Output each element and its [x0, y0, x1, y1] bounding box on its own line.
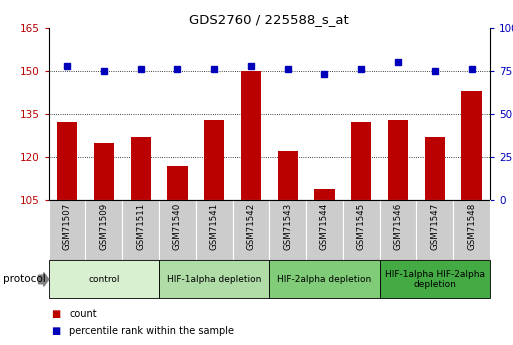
Bar — [278, 151, 298, 200]
Text: GSM71545: GSM71545 — [357, 203, 366, 250]
Bar — [57, 122, 77, 200]
Bar — [49, 260, 159, 298]
Text: control: control — [88, 275, 120, 284]
Text: HIF-2alpha depletion: HIF-2alpha depletion — [278, 275, 371, 284]
Bar — [86, 200, 122, 260]
Text: GSM71540: GSM71540 — [173, 203, 182, 250]
Text: ■: ■ — [51, 309, 61, 319]
Bar — [196, 200, 232, 260]
Text: count: count — [69, 309, 97, 319]
Bar — [380, 260, 490, 298]
Text: HIF-1alpha HIF-2alpha
depletion: HIF-1alpha HIF-2alpha depletion — [385, 270, 485, 289]
Text: percentile rank within the sample: percentile rank within the sample — [69, 326, 234, 336]
Bar — [269, 260, 380, 298]
Bar — [343, 200, 380, 260]
Bar — [130, 137, 151, 200]
Bar — [269, 200, 306, 260]
Text: GSM71547: GSM71547 — [430, 203, 439, 250]
Bar — [167, 166, 188, 200]
Text: ■: ■ — [51, 326, 61, 336]
Bar — [122, 200, 159, 260]
Bar — [232, 200, 269, 260]
Bar — [159, 260, 269, 298]
Bar — [351, 122, 371, 200]
Bar — [425, 137, 445, 200]
Bar — [417, 200, 453, 260]
Text: GSM71546: GSM71546 — [393, 203, 403, 250]
Text: GSM71541: GSM71541 — [210, 203, 219, 250]
Bar — [461, 91, 482, 200]
Text: HIF-1alpha depletion: HIF-1alpha depletion — [167, 275, 261, 284]
Text: GSM71548: GSM71548 — [467, 203, 476, 250]
Text: GSM71507: GSM71507 — [63, 203, 72, 250]
Text: GSM71511: GSM71511 — [136, 203, 145, 250]
Text: GSM71509: GSM71509 — [100, 203, 108, 250]
Bar — [94, 142, 114, 200]
Bar — [314, 189, 334, 200]
Bar — [453, 200, 490, 260]
Bar — [306, 200, 343, 260]
Bar — [49, 200, 86, 260]
Bar — [204, 120, 224, 200]
Bar — [241, 71, 261, 200]
Text: GSM71543: GSM71543 — [283, 203, 292, 250]
Bar — [159, 200, 196, 260]
Bar — [380, 200, 417, 260]
Text: GSM71544: GSM71544 — [320, 203, 329, 250]
Bar — [388, 120, 408, 200]
Text: protocol: protocol — [3, 275, 45, 284]
Text: GSM71542: GSM71542 — [246, 203, 255, 250]
Title: GDS2760 / 225588_s_at: GDS2760 / 225588_s_at — [189, 13, 349, 27]
